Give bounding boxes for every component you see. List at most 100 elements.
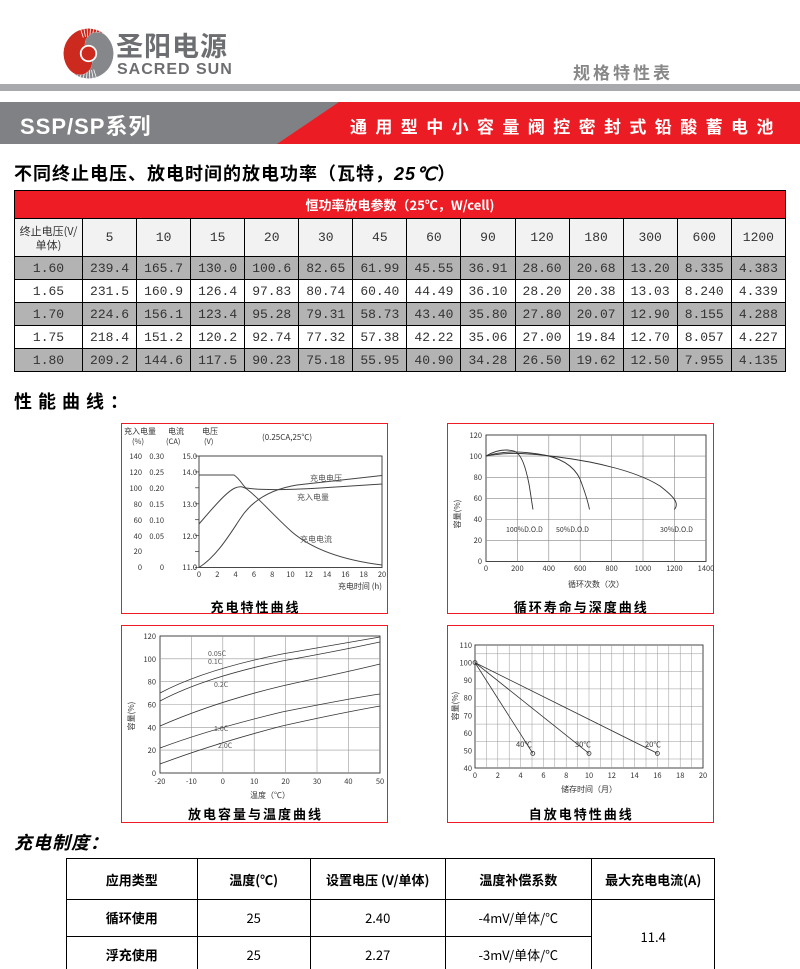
svg-text:800: 800 [605,563,618,574]
svg-text:50: 50 [463,745,471,756]
svg-text:充电时间 (h): 充电时间 (h) [338,581,382,592]
svg-text:(0.25CA,25℃): (0.25CA,25℃) [262,432,312,443]
svg-text:1200: 1200 [666,563,683,574]
svg-text:-10: -10 [186,776,197,787]
svg-text:600: 600 [574,563,587,574]
svg-text:18: 18 [360,569,368,580]
svg-text:120: 120 [144,631,157,642]
svg-text:容量(%): 容量(%) [452,500,463,529]
svg-text:6: 6 [252,569,256,580]
svg-text:0: 0 [484,563,488,574]
svg-text:12.0: 12.0 [182,531,197,542]
svg-text:100: 100 [469,451,482,462]
svg-text:80: 80 [148,676,156,687]
svg-text:1.0C: 1.0C [214,724,229,734]
svg-text:20℃: 20℃ [645,739,661,750]
svg-text:20: 20 [134,546,142,557]
svg-text:12: 12 [607,770,615,781]
svg-text:60: 60 [148,699,156,710]
svg-text:14: 14 [630,770,638,781]
svg-text:充电电压: 充电电压 [310,473,342,484]
svg-text:充入电量: 充入电量 [297,492,329,503]
svg-text:20: 20 [473,535,481,546]
svg-text:90: 90 [463,675,471,686]
svg-text:0: 0 [473,770,477,781]
svg-text:14: 14 [323,569,331,580]
svg-text:40: 40 [148,722,156,733]
svg-text:0.05: 0.05 [149,531,164,542]
svg-text:20: 20 [148,745,156,756]
svg-text:0.25: 0.25 [149,467,164,478]
svg-text:20: 20 [699,770,707,781]
svg-text:1000: 1000 [634,563,651,574]
svg-text:40: 40 [463,763,471,774]
svg-text:0.30: 0.30 [149,451,164,462]
svg-text:0: 0 [160,562,164,573]
svg-text:100%D.O.D: 100%D.O.D [506,525,543,535]
svg-text:400: 400 [542,563,555,574]
svg-text:0: 0 [478,556,482,567]
svg-text:200: 200 [511,563,524,574]
svg-text:2: 2 [495,770,499,781]
svg-text:0: 0 [197,569,201,580]
svg-text:(CA): (CA) [166,436,180,447]
svg-text:40: 40 [134,531,142,542]
svg-text:温度（℃）: 温度（℃） [250,790,290,801]
svg-text:16: 16 [653,770,661,781]
svg-text:40: 40 [344,776,352,787]
svg-text:110: 110 [459,640,472,651]
svg-text:8: 8 [270,569,274,580]
svg-text:12: 12 [305,569,313,580]
svg-text:1400: 1400 [697,563,714,574]
svg-text:储存时间（月）: 储存时间（月） [561,784,617,795]
svg-text:20: 20 [281,776,289,787]
svg-text:18: 18 [676,770,684,781]
svg-text:60: 60 [463,727,471,738]
svg-text:50: 50 [376,776,384,787]
svg-text:(%): (%) [132,436,144,447]
svg-text:循环次数（次）: 循环次数（次） [568,579,624,590]
svg-text:60: 60 [473,493,481,504]
svg-text:16: 16 [341,569,349,580]
svg-text:0.2C: 0.2C [214,680,229,690]
svg-text:4: 4 [234,569,238,580]
svg-text:充电电流: 充电电流 [300,534,332,545]
svg-text:60: 60 [134,515,142,526]
svg-text:0.10: 0.10 [149,515,164,526]
svg-text:(V): (V) [204,436,213,447]
svg-text:0.1C: 0.1C [208,657,223,667]
svg-text:40℃: 40℃ [516,739,532,750]
svg-text:6: 6 [541,770,545,781]
svg-text:100: 100 [144,653,157,664]
svg-text:10: 10 [250,776,258,787]
svg-text:30: 30 [313,776,321,787]
svg-text:30℃: 30℃ [575,739,591,750]
svg-text:80: 80 [134,499,142,510]
svg-text:容量(%): 容量(%) [450,691,461,720]
svg-text:-20: -20 [155,776,166,787]
svg-text:30%D.O.D: 30%D.O.D [660,525,693,535]
svg-text:140: 140 [130,451,143,462]
svg-text:20: 20 [378,569,386,580]
svg-text:15.0: 15.0 [182,451,197,462]
svg-text:120: 120 [469,430,482,441]
svg-text:0: 0 [138,562,142,573]
svg-text:10: 10 [585,770,593,781]
svg-text:2: 2 [215,569,219,580]
svg-text:13.0: 13.0 [182,499,197,510]
svg-text:120: 120 [130,467,143,478]
svg-text:4: 4 [518,770,522,781]
svg-text:70: 70 [463,710,471,721]
svg-text:100: 100 [459,657,472,668]
svg-text:14.0: 14.0 [182,467,197,478]
svg-text:8: 8 [564,770,568,781]
svg-text:10: 10 [286,569,294,580]
svg-text:40: 40 [473,514,481,525]
svg-text:50%D.O.D: 50%D.O.D [556,525,589,535]
svg-text:0: 0 [221,776,225,787]
svg-text:2.0C: 2.0C [218,741,233,751]
svg-text:容量(%): 容量(%) [126,701,137,730]
svg-text:0.20: 0.20 [149,483,164,494]
svg-text:0.15: 0.15 [149,499,164,510]
svg-text:80: 80 [463,692,471,703]
